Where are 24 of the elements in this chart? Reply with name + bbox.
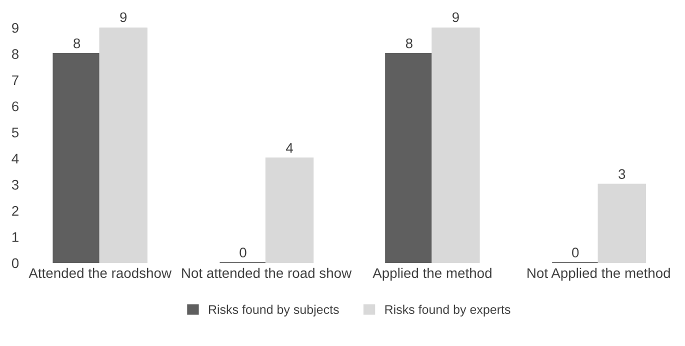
y-tick-label: 5 (12, 128, 19, 138)
data-label: 8 (74, 38, 80, 48)
x-tick-label: Not attended the road show (182, 268, 352, 278)
y-tick-label: 0 (12, 258, 19, 268)
y-tick-label: 7 (12, 75, 18, 85)
x-tick-label: Not Applied the method (528, 268, 670, 281)
y-tick-label: 2 (12, 206, 18, 216)
x-tick-label: Applied the method (372, 268, 492, 281)
data-label: 8 (406, 38, 412, 48)
legend-label: Risks found by experts (385, 304, 510, 316)
y-tick-label: 3 (12, 180, 19, 190)
y-tick-label: 6 (12, 101, 19, 112)
y-tick-label: 9 (12, 23, 18, 33)
data-label: 0 (240, 248, 246, 258)
data-label: 9 (452, 12, 459, 22)
data-label: 4 (286, 143, 293, 153)
y-tick-label: 4 (12, 154, 19, 164)
data-label: 3 (618, 169, 626, 180)
legend-label: Risks found by subjects (209, 304, 339, 316)
data-label: 0 (572, 248, 579, 258)
data-label: 9 (120, 12, 127, 22)
y-tick-label: 8 (12, 49, 19, 59)
y-tick-label: 1 (12, 232, 18, 242)
x-tick-label: Attended the raodshow (28, 268, 172, 278)
